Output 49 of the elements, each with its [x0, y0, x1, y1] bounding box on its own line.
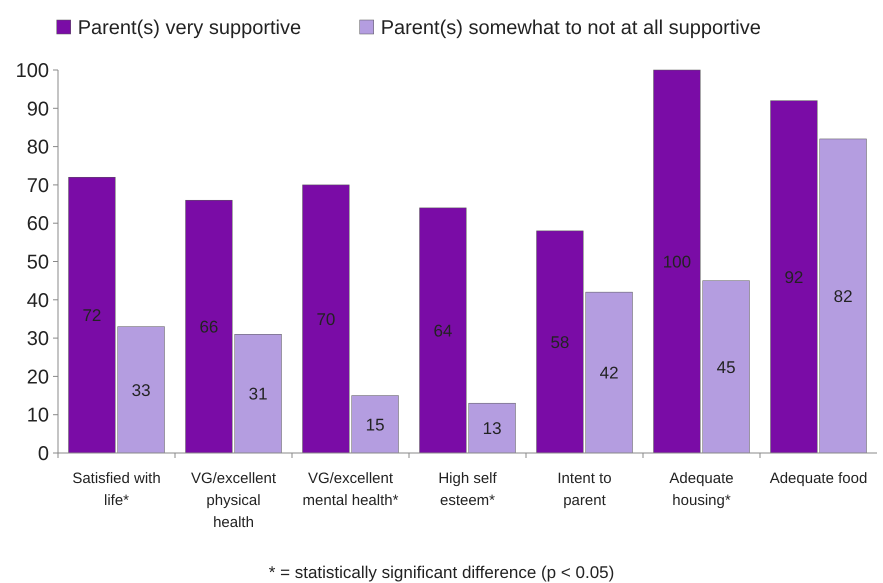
- bar: [770, 100, 818, 454]
- y-tick-label: 60: [26, 213, 49, 236]
- bar: [234, 334, 282, 454]
- bar: [585, 292, 633, 454]
- bar: [117, 326, 165, 454]
- data-label: 15: [366, 415, 385, 434]
- data-label: 82: [834, 286, 853, 306]
- data-label: 58: [550, 332, 570, 352]
- y-tick-label: 0: [38, 443, 49, 465]
- y-tick-label: 80: [26, 136, 49, 159]
- x-tick-label: Adequate food: [770, 470, 868, 487]
- y-tick-label: 70: [26, 174, 49, 197]
- data-label: 45: [716, 358, 736, 377]
- bar: [702, 280, 750, 454]
- bar: [419, 208, 467, 454]
- x-tick-label: Intent to parent: [557, 470, 612, 509]
- y-tick-label: 90: [26, 98, 49, 120]
- data-label: 64: [433, 321, 452, 340]
- y-tick-label: 100: [16, 60, 49, 82]
- bar: [468, 402, 516, 454]
- data-label: 33: [132, 380, 151, 400]
- data-label: 13: [482, 419, 502, 438]
- data-label: 31: [248, 384, 268, 404]
- y-tick-label: 50: [26, 252, 49, 274]
- x-tick-label: High self esteem*: [438, 470, 498, 509]
- y-tick-label: 40: [26, 290, 49, 312]
- x-tick-label: VG/excellent physical health: [190, 470, 277, 531]
- data-label: 42: [600, 364, 619, 383]
- legend-label: Parent(s) very supportive: [78, 17, 302, 39]
- bar: [536, 230, 584, 454]
- y-tick-label: 10: [26, 404, 49, 427]
- legend-label: Parent(s) somewhat to not at all supportive: [380, 17, 761, 39]
- x-tick-label: Adequate housing*: [669, 470, 734, 509]
- data-label: 72: [82, 306, 102, 326]
- y-tick-label: 20: [26, 366, 49, 388]
- bar: [653, 70, 701, 454]
- y-tick-label: 30: [26, 328, 49, 350]
- bar: [351, 395, 399, 454]
- data-label: 66: [199, 318, 218, 337]
- bar: [185, 200, 233, 454]
- x-tick-label: Satisfied with life*: [72, 470, 161, 509]
- data-label: 70: [316, 310, 336, 329]
- bar: [68, 176, 116, 454]
- x-tick-label: VG/excellent mental health*: [302, 470, 399, 509]
- bar: [819, 138, 867, 454]
- data-label: 100: [662, 252, 692, 272]
- data-label: 92: [784, 268, 804, 287]
- text: * = statistically significant difference (p < 0.05): [268, 563, 614, 582]
- bar: [302, 184, 350, 454]
